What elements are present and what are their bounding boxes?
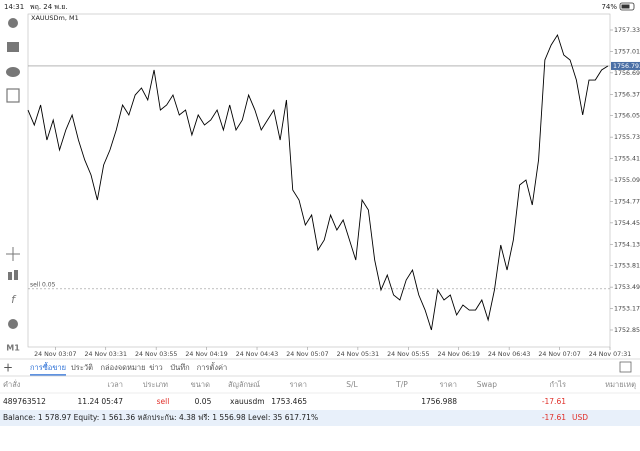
y-tick-label: 1755.410 (614, 156, 640, 163)
tool-icon[interactable]: f (11, 293, 17, 306)
current-price-label: 1756.793 (613, 63, 640, 70)
x-tick-label: 24 Nov 03:31 (85, 351, 127, 358)
tool-icon[interactable] (14, 270, 18, 280)
tabs: การซื้อขาย ประวัติ กล่องจดหมาย ข่าว บันทึก กา… (30, 362, 228, 376)
table-header: คำสั่ง เวลา ประเภท ขนาด สัญลักษณ์ ราคา S/L T/P ร… (3, 379, 636, 389)
tool-icon[interactable] (6, 247, 20, 261)
toolbar: f (6, 18, 20, 329)
y-tick-label: 1753.810 (614, 263, 640, 270)
tab[interactable]: บันทึก (170, 363, 189, 372)
x-tick-label: 24 Nov 05:55 (387, 351, 429, 358)
y-tick-label: 1755.730 (614, 134, 640, 141)
tab[interactable]: กล่องจดหมาย (100, 363, 145, 372)
tool-icon[interactable] (8, 272, 12, 280)
x-tick-label: 24 Nov 06:19 (437, 351, 479, 358)
column-header: T/P (395, 380, 408, 389)
y-tick-label: 1754.130 (614, 241, 640, 248)
column-header: ประเภท (143, 380, 168, 389)
x-tick-label: 24 Nov 07:07 (538, 351, 580, 358)
cell-volume[interactable]: 0.05 (195, 397, 212, 406)
cell-price[interactable]: 1753.465 (271, 397, 307, 406)
tool-icon[interactable] (8, 18, 18, 28)
x-tick-label: 24 Nov 03:55 (135, 351, 177, 358)
status-date: พฤ. 24 พ.ย. (30, 3, 68, 11)
column-header: ราคา (440, 380, 457, 389)
y-tick-label: 1753.490 (614, 284, 640, 291)
total-profit: -17.61 (542, 413, 566, 422)
cell-symbol[interactable]: xauusdm (230, 397, 265, 406)
add-button[interactable]: + (3, 361, 13, 375)
x-tick-label: 24 Nov 05:07 (286, 351, 328, 358)
column-header: กำไร (549, 380, 566, 389)
plot: 1752.850 1753.170 1753.490 1753.810 1754.130… (27, 27, 640, 358)
chart-title: XAUUSDm, M1 (31, 14, 79, 22)
tool-icon[interactable] (6, 88, 20, 103)
x-tick-label: 24 Nov 04:19 (185, 351, 227, 358)
column-header: หมายเหตุ (605, 380, 636, 389)
tab[interactable]: การซื้อขาย (30, 362, 66, 372)
column-header: สัญลักษณ์ (228, 380, 260, 389)
x-tick-label: 24 Nov 07:31 (589, 351, 631, 358)
cell-type[interactable]: sell (157, 397, 170, 406)
footer-bar (0, 410, 640, 426)
x-tick-label: 24 Nov 04:43 (236, 351, 278, 358)
column-header: ราคา (290, 380, 307, 389)
y-tick-label: 1757.330 (614, 27, 640, 34)
tab[interactable]: ข่าว (149, 363, 163, 372)
currency: USD (572, 413, 588, 422)
battery-level: 74% (601, 3, 617, 11)
cell-profit[interactable]: -17.61 (542, 397, 566, 406)
y-tick-label: 1755.090 (614, 177, 640, 184)
cell-time[interactable]: 11.24 05:47 (78, 397, 124, 406)
column-header: คำสั่ง (3, 379, 21, 389)
tool-icon[interactable] (7, 42, 19, 52)
column-header: Swap (477, 380, 497, 389)
battery-fill (621, 4, 630, 9)
price-line (27, 33, 609, 331)
x-tick-label: 24 Nov 05:31 (337, 351, 379, 358)
y-tick-label: 1756.690 (614, 70, 640, 77)
current-price-box (611, 61, 640, 70)
plot-frame (27, 13, 611, 348)
cell-current-price[interactable]: 1756.988 (421, 397, 457, 406)
tool-icon[interactable] (6, 67, 20, 77)
column-header: ขนาด (191, 380, 210, 389)
battery-icon (619, 2, 635, 11)
status-time: 14:31 (4, 3, 24, 11)
y-tick-label: 1756.050 (614, 113, 640, 120)
timeframe[interactable]: M1 (6, 344, 20, 353)
column-header: S/L (346, 380, 358, 389)
tab[interactable]: ประวัติ (71, 363, 93, 372)
account-summary: Balance: 1 578.97 Equity: 1 561.36 หลักป… (3, 413, 318, 422)
settings-icon[interactable] (619, 361, 632, 373)
cell-order[interactable]: 489763512 (3, 397, 46, 406)
y-tick-label: 1754.770 (614, 198, 640, 205)
y-tick-label: 1757.010 (614, 48, 640, 55)
tab[interactable]: การตั้งค่า (197, 362, 228, 372)
x-tick-label: 24 Nov 03:07 (34, 351, 76, 358)
y-tick-label: 1754.450 (614, 220, 640, 227)
column-header: เวลา (107, 380, 123, 389)
y-tick-label: 1752.850 (614, 327, 640, 334)
order-line-label: sell 0.05 (30, 281, 56, 288)
x-tick-label: 24 Nov 06:43 (488, 351, 530, 358)
tool-icon[interactable] (8, 319, 18, 329)
y-tick-label: 1756.370 (614, 91, 640, 98)
y-tick-label: 1753.170 (614, 306, 640, 313)
